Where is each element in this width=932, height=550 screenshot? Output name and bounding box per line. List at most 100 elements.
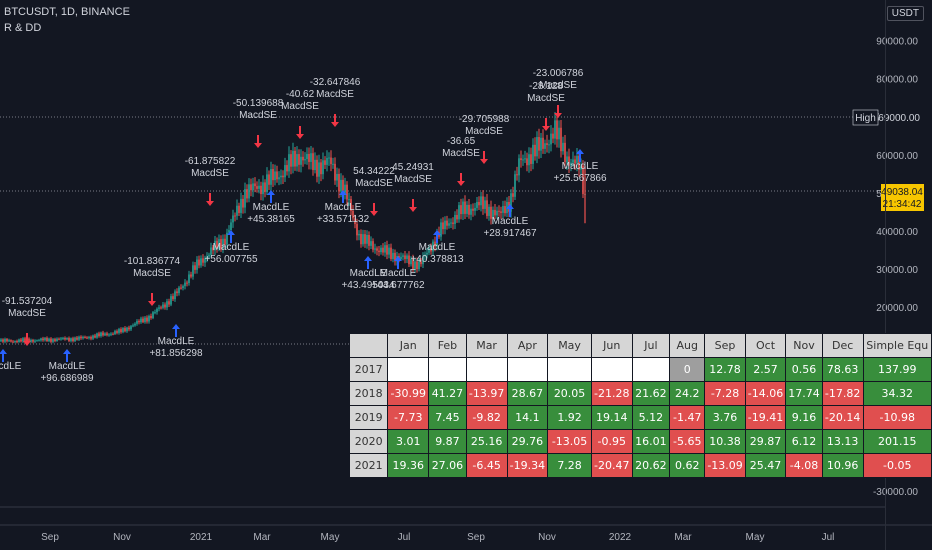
candle <box>142 318 144 323</box>
return-cell <box>387 357 430 382</box>
candle <box>270 169 272 185</box>
candle <box>276 171 278 180</box>
return-cell <box>506 357 549 382</box>
candle <box>484 200 486 209</box>
candle <box>248 184 250 199</box>
table-header-cell: Sep <box>704 333 746 358</box>
candle <box>112 333 114 335</box>
candle <box>6 339 8 342</box>
candle <box>288 154 290 172</box>
candle <box>82 336 84 339</box>
signal-label: MacdSE <box>191 168 229 179</box>
candle <box>114 331 116 335</box>
candle <box>272 169 274 181</box>
short-arrow-head-icon <box>23 341 31 346</box>
return-cell: -6.45 <box>465 453 508 478</box>
candle <box>132 325 134 327</box>
candle <box>402 255 404 257</box>
candle <box>90 337 92 339</box>
candle <box>40 338 42 341</box>
candle <box>560 127 562 152</box>
signal-value: 54.34222 <box>353 166 395 177</box>
candle <box>300 156 302 165</box>
signal-value: 45.24931 <box>392 162 434 173</box>
return-cell: 19.14 <box>590 405 633 430</box>
return-cell: 20.62 <box>631 453 671 478</box>
candle <box>192 265 194 277</box>
signal-label: MacdSE <box>316 89 354 100</box>
candle <box>334 163 336 181</box>
candle <box>74 337 76 342</box>
candle <box>574 159 576 164</box>
candle <box>210 247 212 255</box>
candle <box>10 340 12 342</box>
candle <box>188 274 190 284</box>
candle <box>316 159 318 177</box>
candle <box>544 143 546 149</box>
equity-axis-tick: -30000.00 <box>873 487 918 498</box>
candle <box>214 240 216 251</box>
time-axis-label: Sep <box>41 532 59 543</box>
candle <box>418 261 420 270</box>
table-header-cell: Jun <box>590 333 633 358</box>
candle <box>308 153 310 162</box>
time-axis-label: May <box>321 532 340 543</box>
candle <box>504 206 506 214</box>
return-cell: 16.01 <box>631 429 671 454</box>
candle <box>220 239 222 249</box>
return-cell: -0.05 <box>862 453 932 478</box>
signal-value: -50.139688 <box>233 98 284 109</box>
indicator-title[interactable]: R & DD <box>4 22 42 34</box>
return-cell: -4.08 <box>785 453 823 478</box>
candle <box>110 333 112 335</box>
table-header-cell: Feb <box>428 333 467 358</box>
symbol-title[interactable]: BTCUSDT, 1D, BINANCE <box>4 6 130 18</box>
candle <box>314 159 316 171</box>
long-arrow-head-icon <box>506 204 514 209</box>
return-cell: 3.01 <box>387 429 430 454</box>
table-header-cell: Oct <box>744 333 787 358</box>
candle <box>56 338 58 342</box>
return-cell: -1.47 <box>669 405 706 430</box>
candle <box>506 201 508 214</box>
return-cell: 27.06 <box>428 453 467 478</box>
candle <box>482 196 484 209</box>
candle <box>364 234 366 244</box>
candle <box>198 259 200 266</box>
candle <box>580 165 582 170</box>
return-cell: 137.99 <box>862 357 932 382</box>
candle <box>232 215 234 223</box>
signal-label: MacdSE <box>281 101 319 112</box>
candle <box>514 174 516 197</box>
candle <box>558 127 560 140</box>
candle <box>524 158 526 160</box>
candle <box>556 120 558 140</box>
candle <box>444 220 446 230</box>
candle <box>84 336 86 338</box>
candle <box>278 177 280 180</box>
year-cell: 2018 <box>348 381 389 406</box>
table-header-cell: Jul <box>631 333 671 358</box>
return-cell: -20.47 <box>590 453 633 478</box>
candle <box>182 286 184 288</box>
high-value-box <box>879 110 932 125</box>
candle <box>190 274 192 277</box>
candle <box>264 182 266 192</box>
currency-button[interactable]: USDT <box>886 6 924 21</box>
candle <box>480 196 482 206</box>
candle <box>406 255 408 259</box>
price-axis-tick: 40000.00 <box>876 227 918 238</box>
signal-label: MacdSE <box>527 93 565 104</box>
candle <box>336 173 338 181</box>
candle <box>30 339 32 342</box>
candle <box>292 150 294 167</box>
candle <box>298 154 300 165</box>
candle <box>388 247 390 255</box>
candle <box>410 258 412 265</box>
candle <box>250 184 252 191</box>
candle <box>302 156 304 161</box>
table-row: 2019 -7.73 7.45 -9.82 14.1 1.92 19.14 5.12 -1.47… <box>348 405 932 430</box>
candle <box>554 120 556 139</box>
short-arrow-head-icon <box>331 122 339 127</box>
